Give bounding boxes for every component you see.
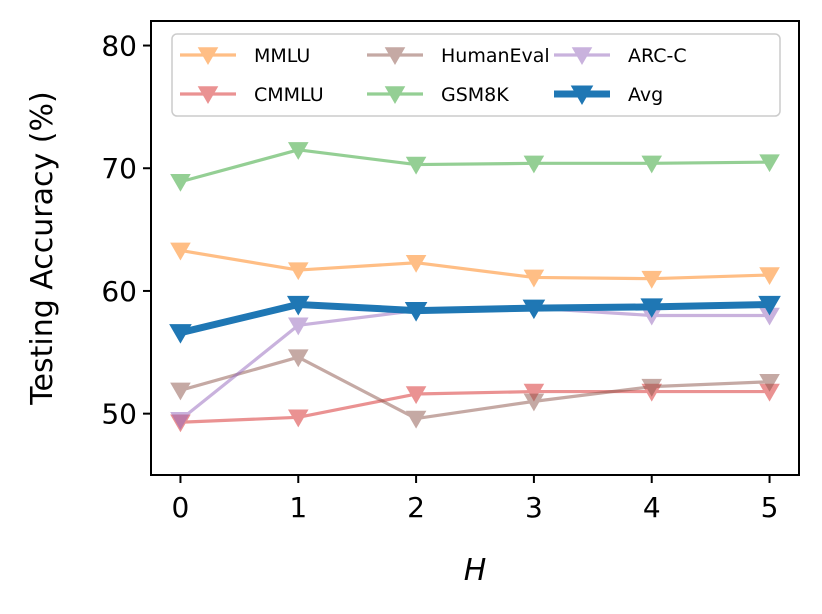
y-axis-label: Testing Accuracy (%) [25,91,60,405]
legend-item-humaneval: HumanEval [367,45,550,67]
y-tick-label: 50 [101,398,137,431]
data-point-avg [286,295,310,316]
data-point-avg [522,299,546,320]
data-point-gsm8k [641,155,663,174]
data-point-cmmlu [523,383,545,402]
series-mmlu [170,242,780,289]
legend-item-arc-c: ARC-C [554,45,687,67]
plot-frame [150,20,800,476]
legend-swatch [367,86,423,105]
series-line-cmmlu [180,389,770,424]
data-point-gsm8k [759,154,780,173]
data-point-gsm8k [170,173,191,192]
x-tick-label: 5 [761,491,779,524]
data-point-mmlu [523,269,545,288]
legend: MMLU CMMLU HumanEval GSM8K ARC-C Avg [171,33,781,117]
data-point-cmmlu [287,409,309,428]
data-point-avg [640,298,664,318]
legend-label: GSM8K [441,84,509,106]
series-line-avg [179,300,770,337]
legend-swatch [554,85,610,105]
series-humaneval [170,349,780,429]
series-avg [169,295,781,344]
data-point-humaneval [641,378,663,397]
legend-label: HumanEval [441,45,550,67]
series-cmmlu [170,383,780,433]
data-point-mmlu [641,270,663,289]
legend-label: MMLU [254,45,310,67]
data-point-arc-c [170,412,191,430]
series-layer [169,142,781,433]
legend-item-cmmlu: CMMLU [180,84,324,106]
data-point-mmlu [405,254,427,273]
y-tick-label: 70 [101,152,137,185]
data-point-avg [404,302,428,322]
legend-swatch [180,47,236,66]
data-point-avg [758,295,781,316]
legend-item-gsm8k: GSM8K [367,84,509,106]
x-tick-label: 0 [172,491,190,524]
data-point-arc-c [287,317,309,336]
data-point-humaneval [287,349,309,368]
data-point-humaneval [759,373,780,392]
data-point-humaneval [405,410,427,429]
y-tick-label: 60 [101,275,137,308]
data-point-avg [169,324,192,344]
legend-swatch [554,47,610,66]
y-tick-label: 80 [101,30,137,63]
legend-label: CMMLU [254,84,324,106]
data-point-mmlu [170,242,191,261]
legend-item-avg: Avg [554,84,663,106]
legend-box [171,33,781,117]
x-tick-label: 2 [407,491,425,524]
series-gsm8k [170,142,780,192]
data-point-gsm8k [523,155,545,174]
legend-item-mmlu: MMLU [180,45,310,67]
x-tick-label: 1 [289,491,307,524]
series-line-gsm8k [180,148,770,184]
legend-swatch [180,86,236,105]
legend-swatch [367,47,423,66]
series-line-mmlu [180,248,770,281]
data-point-cmmlu [405,386,427,405]
x-tick-label: 3 [525,491,543,524]
legend-label: ARC-C [628,45,687,67]
data-point-gsm8k [405,156,427,175]
data-point-humaneval [523,393,545,412]
data-point-mmlu [287,262,309,281]
ticks-layer: 0 1 2 3 4 5 50 60 70 80 [101,30,778,524]
data-point-gsm8k [287,142,309,160]
data-point-humaneval [170,382,191,401]
legend-label: Avg [628,84,663,106]
x-axis-label: H [464,553,487,588]
x-tick-label: 4 [643,491,661,524]
series-line-humaneval [180,355,770,421]
data-point-mmlu [759,267,780,286]
